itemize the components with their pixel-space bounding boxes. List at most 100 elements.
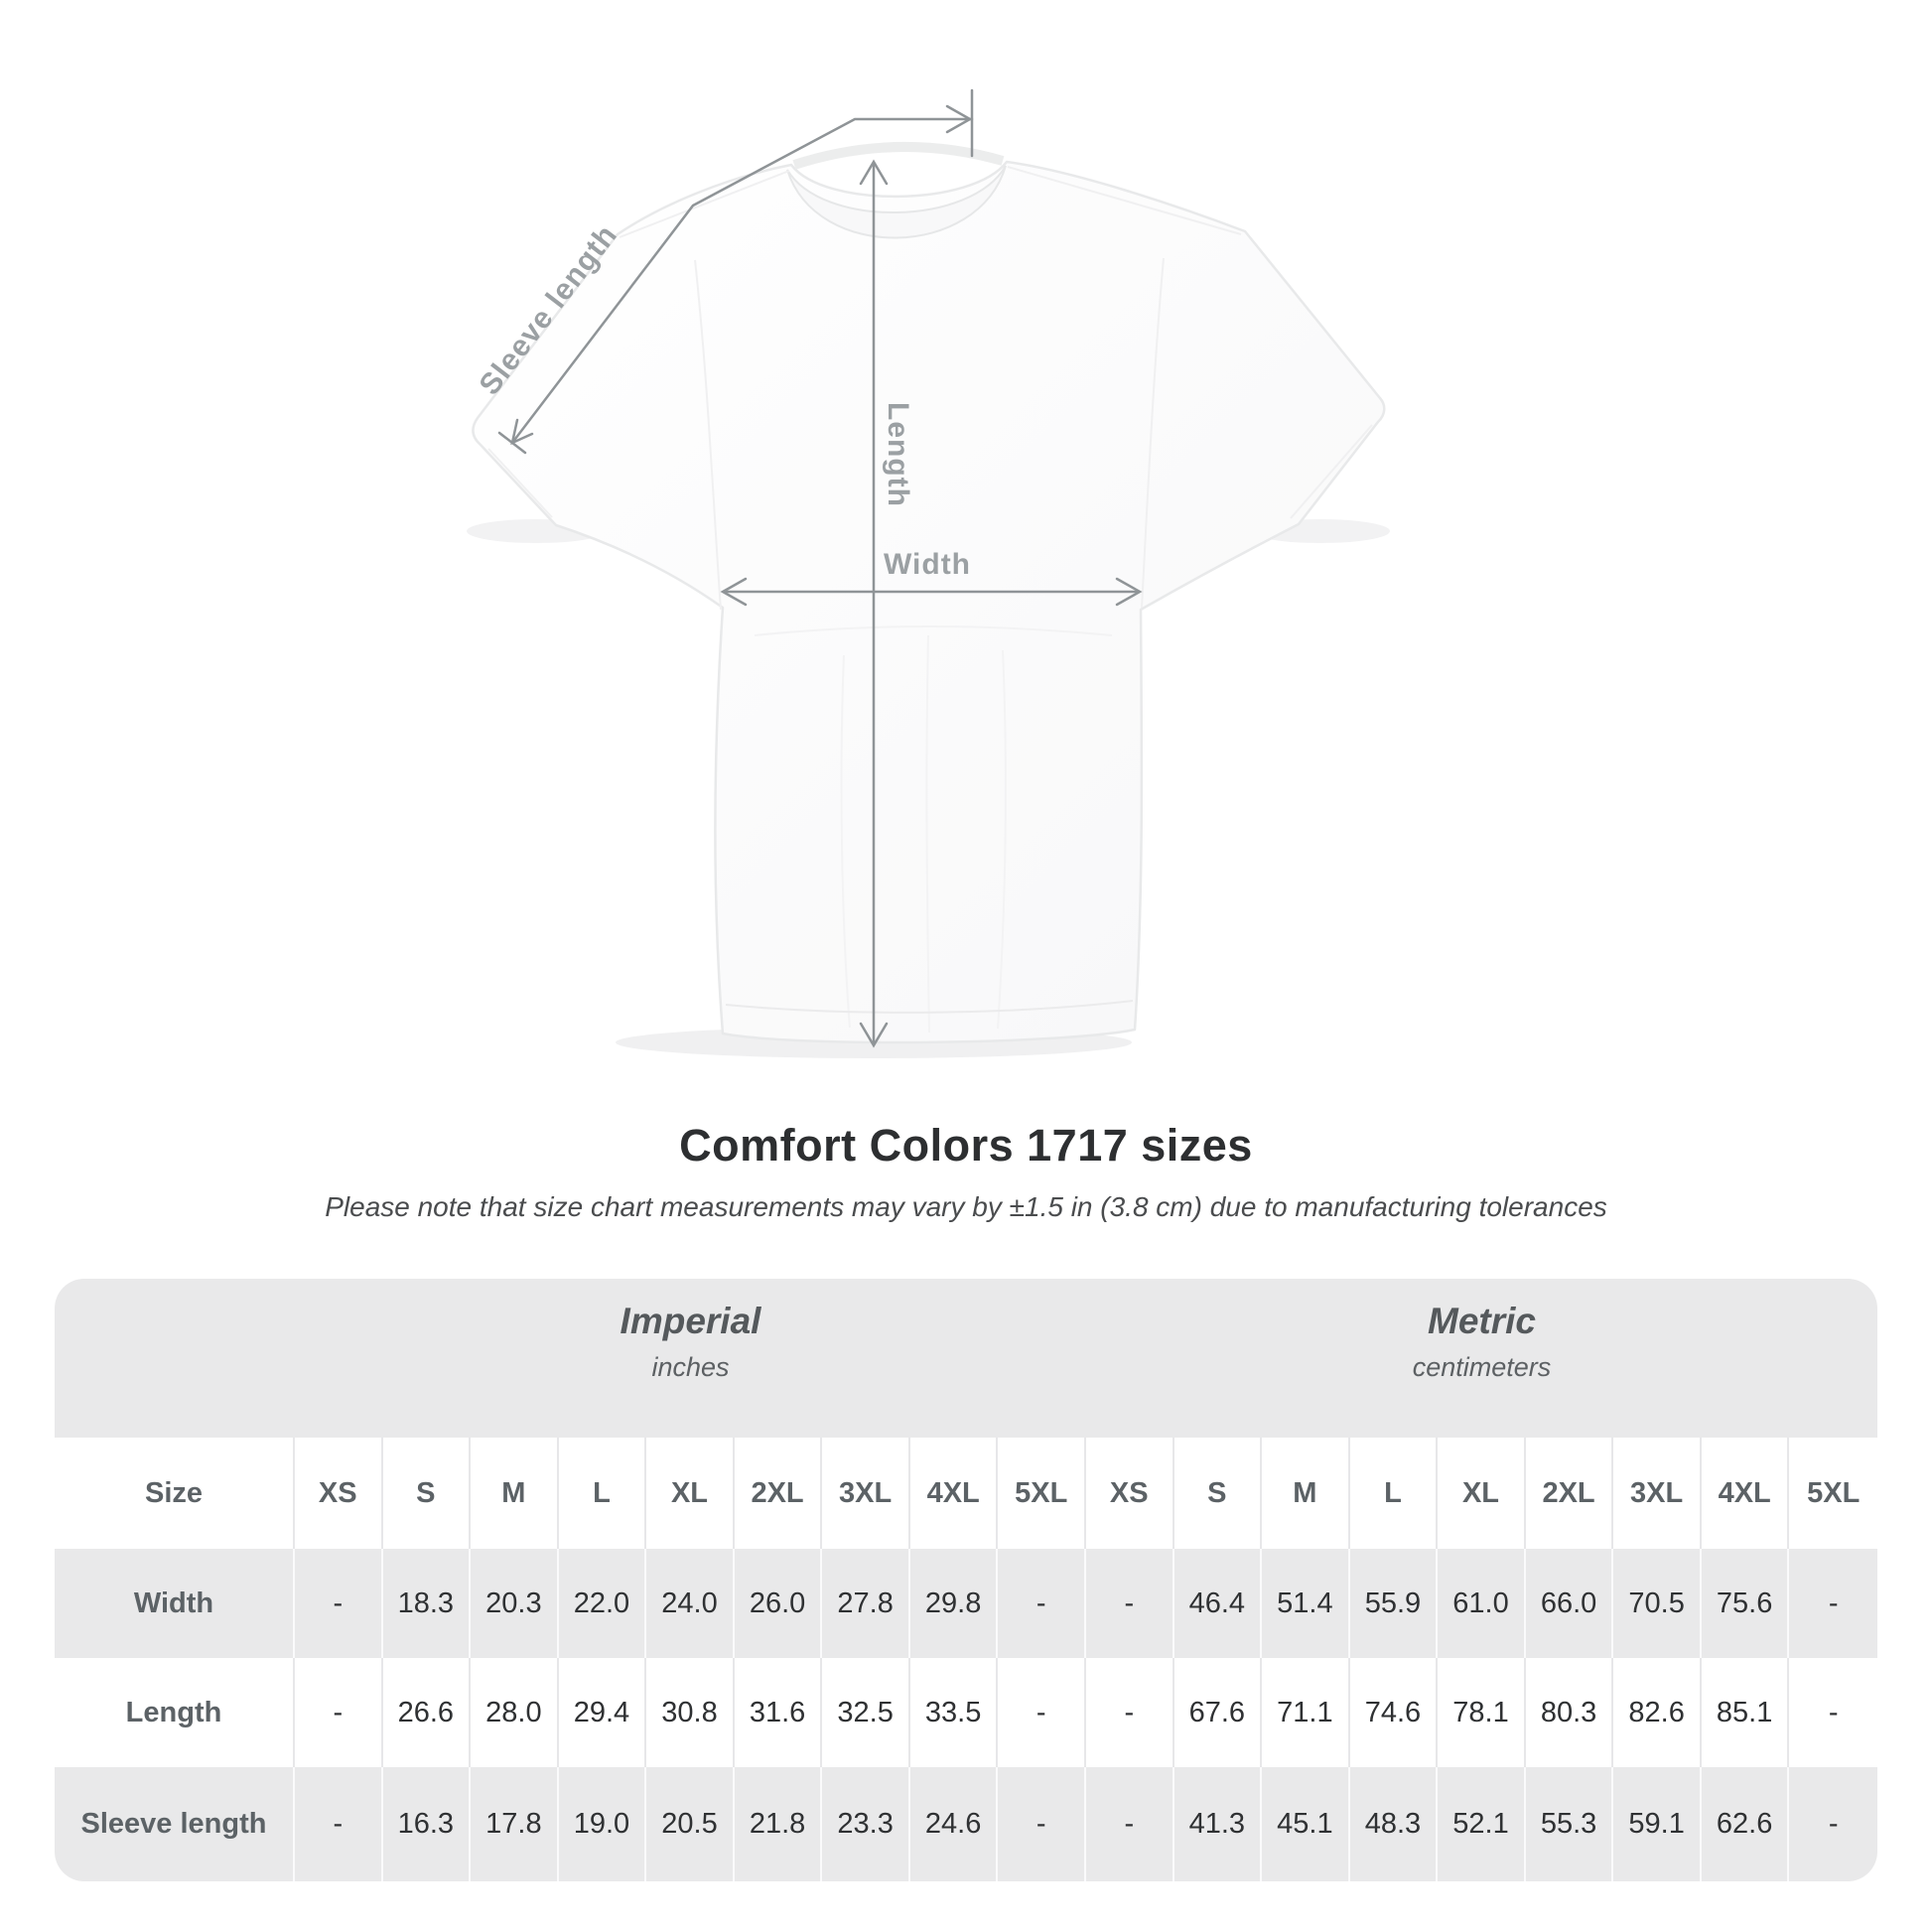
size-header-imperial-m: M xyxy=(471,1438,559,1549)
table-cell: 70.5 xyxy=(1613,1549,1702,1658)
size-table: Imperial inches Metric centimeters Size … xyxy=(55,1279,1877,1881)
tshirt-graphic xyxy=(472,141,1386,1044)
table-cell: 82.6 xyxy=(1613,1658,1702,1767)
tshirt-diagram: Sleeve length Length Width xyxy=(467,88,1390,1058)
table-cell: 74.6 xyxy=(1349,1658,1439,1767)
table-cell: 51.4 xyxy=(1262,1549,1350,1658)
table-cell: 78.1 xyxy=(1438,1658,1526,1767)
size-header-imperial-2xl: 2XL xyxy=(734,1438,823,1549)
table-cell: 27.8 xyxy=(822,1549,910,1658)
table-cell: 19.0 xyxy=(558,1767,647,1881)
size-header-metric-l: L xyxy=(1349,1438,1439,1549)
size-header-imperial-3xl: 3XL xyxy=(822,1438,910,1549)
hem-stitch xyxy=(725,1000,1134,1014)
size-header-metric-xl: XL xyxy=(1438,1438,1526,1549)
end-tick xyxy=(497,431,527,455)
arrow-right-icon xyxy=(945,104,973,134)
table-cell: 52.1 xyxy=(1438,1767,1526,1881)
size-header-imperial-xl: XL xyxy=(646,1438,735,1549)
group-title: Imperial xyxy=(620,1300,761,1341)
table-cell: 22.0 xyxy=(558,1549,647,1658)
width-line xyxy=(720,577,1143,607)
size-header-metric-xs: XS xyxy=(1086,1438,1174,1549)
table-cell: - xyxy=(295,1549,383,1658)
table-cell: 17.8 xyxy=(471,1767,559,1881)
table-cell: 61.0 xyxy=(1438,1549,1526,1658)
collar xyxy=(786,165,1007,239)
group-unit: inches xyxy=(651,1351,730,1382)
page-subtitle: Please note that size chart measurements… xyxy=(325,1191,1607,1222)
table-cell: 21.8 xyxy=(734,1767,823,1881)
table-cell: - xyxy=(1086,1549,1174,1658)
size-col-header: Size xyxy=(55,1438,295,1549)
size-header-imperial-5xl: 5XL xyxy=(998,1438,1086,1549)
table-cell: 32.5 xyxy=(822,1658,910,1767)
table-cell: 28.0 xyxy=(471,1658,559,1767)
length-line xyxy=(859,159,889,1048)
size-header-metric-4xl: 4XL xyxy=(1701,1438,1790,1549)
size-header-imperial-4xl: 4XL xyxy=(909,1438,999,1549)
table-cell: 20.5 xyxy=(646,1767,735,1881)
arrow-up-icon xyxy=(859,159,889,186)
size-header-metric-3xl: 3XL xyxy=(1613,1438,1702,1549)
size-header-metric-2xl: 2XL xyxy=(1525,1438,1614,1549)
table-cell: 24.0 xyxy=(646,1549,735,1658)
table-cell: 67.6 xyxy=(1173,1658,1263,1767)
table-cell: - xyxy=(1086,1658,1174,1767)
table-cell: 71.1 xyxy=(1262,1658,1350,1767)
table-cell: 26.0 xyxy=(734,1549,823,1658)
shirt-silhouette xyxy=(472,160,1386,1044)
table-cell: - xyxy=(998,1767,1086,1881)
size-header-metric-s: S xyxy=(1173,1438,1263,1549)
size-header-metric-m: M xyxy=(1262,1438,1350,1549)
heading: Comfort Colors 1717 sizes Please note th… xyxy=(0,1120,1932,1223)
size-header-imperial-s: S xyxy=(382,1438,472,1549)
page-title: Comfort Colors 1717 sizes xyxy=(679,1120,1253,1171)
table-cell: 62.6 xyxy=(1701,1767,1790,1881)
row-label-sleeve-length: Sleeve length xyxy=(55,1767,295,1881)
table-cell: 29.4 xyxy=(558,1658,647,1767)
table-cell: - xyxy=(295,1767,383,1881)
table-cell: - xyxy=(1789,1549,1877,1658)
size-header-metric-5xl: 5XL xyxy=(1789,1438,1877,1549)
table-cell: 33.5 xyxy=(909,1658,999,1767)
table-cell: 59.1 xyxy=(1613,1767,1702,1881)
group-title: Metric xyxy=(1428,1300,1536,1341)
table-cell: - xyxy=(295,1658,383,1767)
size-header-imperial-l: L xyxy=(558,1438,647,1549)
shirt-creases xyxy=(754,625,1113,1034)
table-cell: 85.1 xyxy=(1701,1658,1790,1767)
arrow-down-icon xyxy=(859,1022,889,1048)
shirt-seams xyxy=(487,166,1373,611)
width-label: Width xyxy=(884,548,971,581)
collar-back xyxy=(792,141,1005,170)
row-label-width: Width xyxy=(55,1549,295,1658)
table-cell: 26.6 xyxy=(382,1658,472,1767)
table-cell: 18.3 xyxy=(382,1549,472,1658)
table-cell: 23.3 xyxy=(822,1767,910,1881)
table-cell: 29.8 xyxy=(909,1549,999,1658)
sleeve-length-line xyxy=(497,88,974,455)
table-cell: 48.3 xyxy=(1349,1767,1439,1881)
table-cell: 80.3 xyxy=(1525,1658,1614,1767)
table-cell: 30.8 xyxy=(646,1658,735,1767)
table-cell: - xyxy=(1086,1767,1174,1881)
table-cell: 75.6 xyxy=(1701,1549,1790,1658)
group-header-imperial: Imperial inches xyxy=(295,1279,1086,1438)
table-cell: - xyxy=(998,1549,1086,1658)
table-cell: 20.3 xyxy=(471,1549,559,1658)
group-unit: centimeters xyxy=(1412,1351,1552,1382)
table-cell: - xyxy=(1789,1767,1877,1881)
table-cell: 31.6 xyxy=(734,1658,823,1767)
arrow-left-icon xyxy=(720,577,748,607)
length-label: Length xyxy=(882,402,914,507)
row-label-length: Length xyxy=(55,1658,295,1767)
table-cell: 24.6 xyxy=(909,1767,999,1881)
table-cell: - xyxy=(1789,1658,1877,1767)
group-header-metric: Metric centimeters xyxy=(1086,1279,1877,1438)
arrow-right-icon xyxy=(1115,577,1143,607)
table-cell: 41.3 xyxy=(1173,1767,1263,1881)
measurement-lines xyxy=(497,88,1143,1048)
table-cell: 66.0 xyxy=(1525,1549,1614,1658)
